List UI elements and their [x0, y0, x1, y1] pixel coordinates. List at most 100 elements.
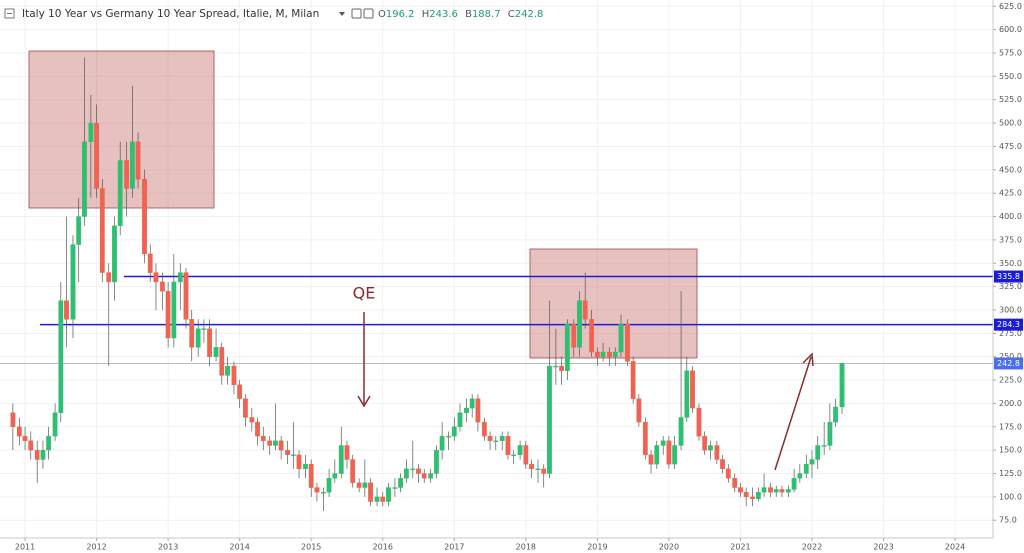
candle-body — [201, 328, 207, 330]
ohlc-legend: O196.2 H243.6 B188.7 C242.8 — [378, 9, 543, 20]
eye-icon[interactable] — [351, 8, 362, 19]
candle-body — [314, 487, 320, 493]
candle-body — [403, 468, 409, 479]
candle-body — [290, 454, 296, 457]
candle-body — [827, 421, 833, 446]
candle-body — [76, 216, 82, 245]
level-label-box — [994, 270, 1023, 283]
candle-body — [332, 473, 338, 479]
candle-body — [612, 351, 618, 357]
candle-body — [22, 435, 28, 442]
candle-body — [165, 291, 171, 339]
candle-body — [129, 141, 135, 189]
candle-body — [451, 426, 457, 437]
level-label-box — [994, 318, 1023, 331]
candle-body — [553, 365, 559, 368]
candle-body — [725, 468, 731, 479]
last-price-box — [994, 357, 1023, 370]
candle-body — [720, 459, 725, 470]
candle-body — [159, 281, 165, 292]
candle-body — [625, 323, 630, 362]
x-tick-label: 2014 — [229, 543, 249, 552]
candle-body — [225, 365, 230, 376]
candle-body — [320, 492, 326, 494]
trend-arrow — [774, 356, 812, 471]
candle-body — [607, 351, 612, 357]
x-tick-label: 2013 — [158, 543, 178, 552]
candle-body — [189, 319, 195, 348]
candle-body — [666, 440, 672, 465]
candles — [10, 57, 845, 511]
y-tick-label: 425.0 — [999, 189, 1022, 198]
chart-title: Italy 10 Year vs Germany 10 Year Spread,… — [22, 8, 319, 20]
candle-body — [213, 347, 219, 357]
candle-body — [153, 272, 159, 283]
y-tick-label: 275.0 — [999, 329, 1022, 338]
candle-body — [285, 449, 290, 456]
candle-body — [260, 435, 266, 442]
collapse-icon[interactable] — [4, 8, 15, 19]
candle-body — [249, 417, 255, 423]
candle-body — [755, 492, 761, 499]
candle-body — [654, 445, 660, 465]
ohlc-value: 243.6 — [429, 9, 458, 20]
candle-body — [374, 496, 380, 502]
y-tick-label: 325.0 — [999, 282, 1022, 291]
candle-body — [70, 244, 76, 320]
x-tick-label: 2022 — [802, 543, 822, 552]
dropdown-icon[interactable] — [339, 12, 345, 16]
zone-box — [529, 248, 698, 359]
x-tick-label: 2019 — [587, 543, 607, 552]
candle-body — [600, 351, 606, 357]
candle-body — [809, 459, 815, 465]
candle-body — [338, 445, 344, 474]
candle-body — [505, 435, 511, 456]
candle-body — [350, 459, 356, 484]
y-tick-label: 125.0 — [999, 469, 1022, 478]
candle-body — [52, 412, 58, 437]
candle-body — [594, 351, 600, 357]
candle-body — [392, 487, 398, 489]
y-tick-label: 625.0 — [999, 2, 1022, 11]
ohlc-value: 242.8 — [515, 9, 544, 20]
candle-body — [46, 435, 52, 451]
candle-body — [416, 468, 421, 474]
candle-body — [439, 435, 445, 451]
candle-body — [475, 398, 481, 423]
candle-body — [833, 406, 839, 423]
x-tick-label: 2020 — [659, 543, 679, 552]
candle-body — [511, 454, 517, 457]
candle-body — [457, 412, 463, 427]
ohlc-label: O — [378, 9, 386, 20]
candle-body — [64, 300, 69, 320]
candle-body — [577, 300, 582, 348]
candle-body — [326, 477, 332, 493]
candle-body — [791, 477, 797, 490]
axes: 75.0100.0125.0150.0175.0200.0225.0250.02… — [15, 2, 1023, 552]
candle-body — [28, 440, 34, 451]
candle-body — [582, 300, 588, 320]
candle-body — [773, 489, 779, 493]
candle-body — [493, 440, 499, 443]
settings-icon[interactable] — [363, 8, 374, 19]
candle-body — [785, 489, 791, 493]
candle-body — [714, 445, 720, 460]
candle-body — [696, 407, 702, 437]
x-tick-label: 2017 — [444, 543, 464, 552]
candle-body — [523, 445, 529, 465]
y-tick-label: 100.0 — [999, 492, 1022, 501]
candle-body — [678, 417, 684, 446]
candle-body — [815, 445, 821, 460]
y-tick-label: 500.0 — [999, 119, 1022, 128]
x-tick-label: 2018 — [516, 543, 536, 552]
candle-body — [738, 487, 743, 493]
candle-body — [398, 477, 404, 488]
annotation: QE — [353, 284, 376, 303]
candle-body — [177, 272, 183, 283]
candle-body — [702, 435, 708, 451]
ohlc-value: 188.7 — [472, 9, 501, 20]
candle-body — [559, 365, 565, 371]
candle-body — [428, 473, 434, 479]
candle-body — [368, 482, 373, 502]
